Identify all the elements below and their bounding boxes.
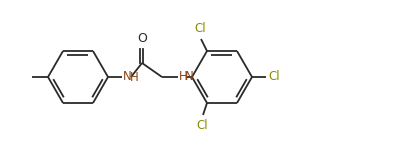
Text: O: O	[137, 32, 147, 45]
Text: Cl: Cl	[194, 22, 206, 35]
Text: N: N	[123, 71, 132, 84]
Text: Cl: Cl	[268, 71, 280, 84]
Text: Cl: Cl	[196, 119, 208, 132]
Text: H: H	[179, 71, 188, 84]
Text: H: H	[130, 71, 139, 84]
Text: N: N	[185, 71, 194, 84]
